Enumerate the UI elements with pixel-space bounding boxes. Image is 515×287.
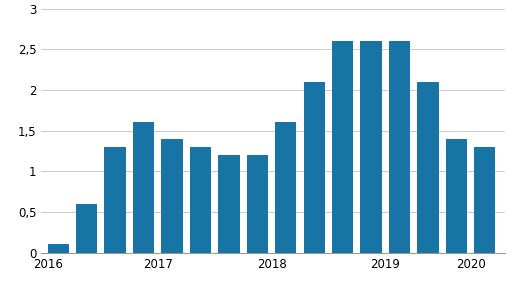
Bar [445, 139, 467, 253]
Bar [360, 41, 382, 253]
Bar [474, 147, 495, 253]
Bar [133, 123, 154, 253]
Bar [161, 139, 183, 253]
Bar [190, 147, 211, 253]
Bar [247, 155, 268, 253]
Bar [389, 41, 410, 253]
Bar [105, 147, 126, 253]
Bar [332, 41, 353, 253]
Bar [47, 245, 69, 253]
Bar [275, 123, 297, 253]
Bar [218, 155, 239, 253]
Bar [303, 82, 325, 253]
Bar [417, 82, 439, 253]
Bar [76, 204, 97, 253]
